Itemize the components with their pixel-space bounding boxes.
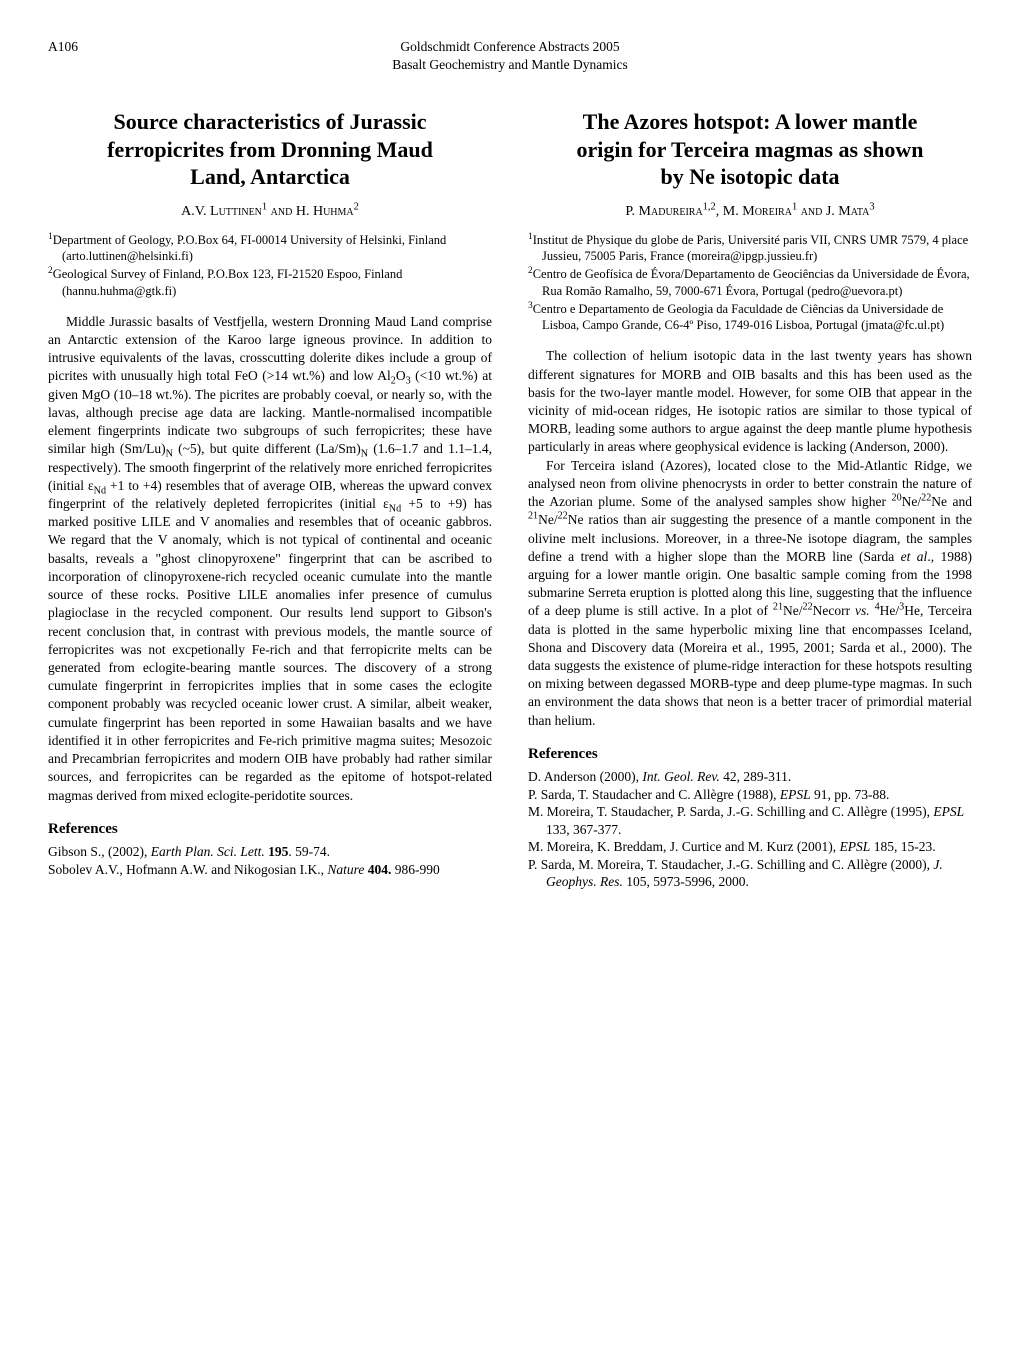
right-ref-2: P. Sarda, T. Staudacher and C. Allègre (… <box>528 786 972 804</box>
right-affil-1: 1Institut de Physique du globe de Paris,… <box>528 232 972 265</box>
left-ref-2: Sobolev A.V., Hofmann A.W. and Nikogosia… <box>48 861 492 879</box>
right-ref-1: D. Anderson (2000), Int. Geol. Rev. 42, … <box>528 768 972 786</box>
left-references-heading: References <box>48 819 492 839</box>
left-title-line1: Source characteristics of Jurassic <box>113 109 426 134</box>
left-title-line2: ferropicrites from Dronning Maud <box>107 137 433 162</box>
left-affil-1: 1Department of Geology, P.O.Box 64, FI-0… <box>48 232 492 265</box>
right-authors: P. Madureira1,2, M. Moreira1 and J. Mata… <box>528 203 972 222</box>
two-column-layout: Source characteristics of Jurassic ferro… <box>48 98 972 891</box>
running-head: Goldschmidt Conference Abstracts 2005 Ba… <box>48 38 972 74</box>
left-title-line3: Land, Antarctica <box>190 164 350 189</box>
page-number: A106 <box>48 38 78 56</box>
left-title: Source characteristics of Jurassic ferro… <box>48 108 492 191</box>
left-body: Middle Jurassic basalts of Vestfjella, w… <box>48 313 492 805</box>
running-head-line2: Basalt Geochemistry and Mantle Dynamics <box>48 56 972 74</box>
right-title-line1: The Azores hotspot: A lower mantle <box>583 109 918 134</box>
right-affil-3: 3Centro e Departamento de Geologia da Fa… <box>528 301 972 334</box>
right-column: The Azores hotspot: A lower mantle origi… <box>528 98 972 891</box>
right-affil-2: 2Centro de Geofísica de Évora/Departamen… <box>528 266 972 299</box>
right-title-line3: by Ne isotopic data <box>660 164 839 189</box>
left-ref-1: Gibson S., (2002), Earth Plan. Sci. Lett… <box>48 843 492 861</box>
right-ref-5: P. Sarda, M. Moreira, T. Staudacher, J.-… <box>528 856 972 891</box>
right-para-1: The collection of helium isotopic data i… <box>528 347 972 456</box>
right-ref-3: M. Moreira, T. Staudacher, P. Sarda, J.-… <box>528 803 972 838</box>
running-head-line1: Goldschmidt Conference Abstracts 2005 <box>48 38 972 56</box>
right-title-line2: origin for Terceira magmas as shown <box>577 137 924 162</box>
right-title: The Azores hotspot: A lower mantle origi… <box>528 108 972 191</box>
left-authors: A.V. Luttinen1 and H. Huhma2 <box>48 203 492 222</box>
left-affil-2: 2Geological Survey of Finland, P.O.Box 1… <box>48 266 492 299</box>
right-ref-4: M. Moreira, K. Breddam, J. Curtice and M… <box>528 838 972 856</box>
left-column: Source characteristics of Jurassic ferro… <box>48 98 492 891</box>
right-references-heading: References <box>528 744 972 764</box>
right-para-2: For Terceira island (Azores), located cl… <box>528 457 972 730</box>
